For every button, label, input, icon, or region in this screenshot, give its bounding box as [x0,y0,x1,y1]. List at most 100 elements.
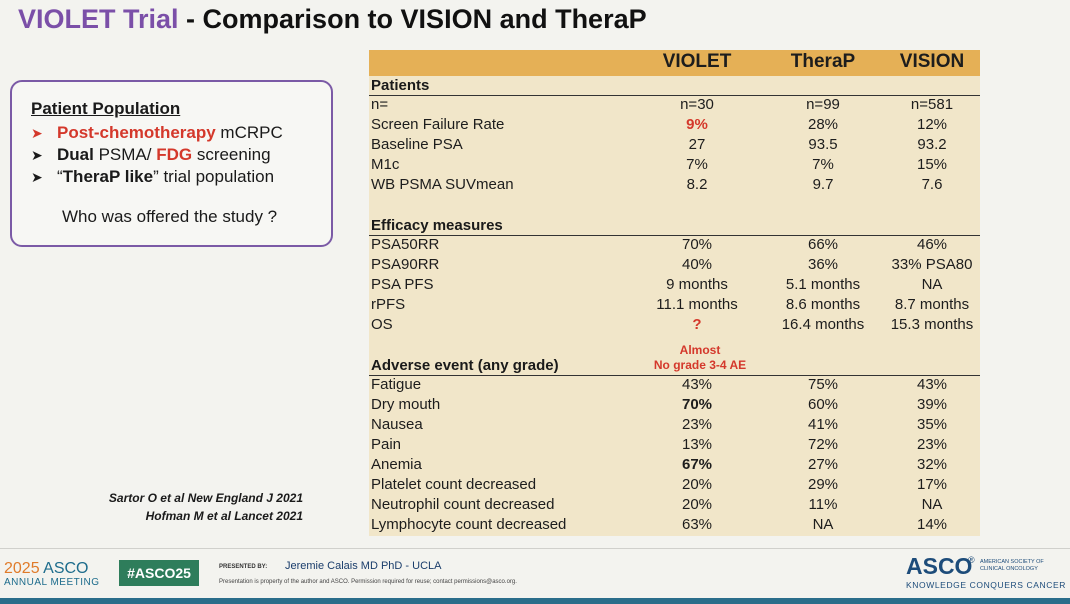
bottom-accent-bar [0,598,1070,604]
cell-vision: 14% [916,516,948,533]
section-efficacy: Efficacy measures [371,217,503,234]
cell-therap: 8.6 months [785,296,861,313]
asco-tagline: KNOWLEDGE CONQUERS CANCER [906,580,1066,590]
bullet1-strong: Post-chemotherapy [57,123,216,142]
cell-violet: 20% [681,476,713,493]
cell-violet: 23% [681,416,713,433]
cell-therap: 7% [812,156,834,173]
population-question: Who was offered the study ? [62,207,278,226]
row-label: WB PSMA SUVmean [371,176,514,193]
footer-divider [0,548,1070,549]
bullet2-dual: Dual [57,145,94,164]
comparison-table [369,50,980,536]
row-label: Fatigue [371,376,422,393]
cell-violet: 67% [681,456,713,473]
cell-violet: 7% [686,156,708,173]
cell-violet: 9 months [666,276,728,293]
cell-vision: 12% [916,116,948,133]
cell-violet: 70% [681,236,713,253]
row-label: Screen Failure Rate [371,116,505,133]
cell-violet: 27 [688,136,706,153]
arrow-bullet-icon: ➤ [31,147,43,163]
row-label: OS [371,316,393,333]
cell-therap: 29% [807,476,839,493]
cell-vision: n=581 [910,96,954,113]
bullet2-mid: PSMA/ [93,145,157,164]
bullet3-rest: ” trial population [153,167,275,186]
copyright-disclaimer: Presentation is property of the author a… [219,579,517,585]
bullet2-fdg: FDG [156,145,193,164]
cell-therap: 75% [807,376,839,393]
cell-vision: 46% [916,236,948,253]
cell-therap: 11% [808,496,838,513]
row-label: M1c [371,156,400,173]
row-label: n= [371,96,389,113]
arrow-bullet-icon: ➤ [31,125,43,141]
cell-vision: 17% [916,476,948,493]
cell-therap: 41% [807,416,839,433]
adverse-note-line2: No grade 3-4 AE [653,358,747,372]
row-label: Dry mouth [371,396,441,413]
asco-society-name: AMERICAN SOCIETY OF CLINICAL ONCOLOGY [980,559,1044,572]
row-label: Pain [371,436,402,453]
cell-therap: 9.7 [812,176,834,193]
row-label: Neutrophil count decreased [371,496,555,513]
bullet3-strong: TheraP like [62,167,154,186]
hashtag-badge: #ASCO25 [119,560,199,586]
bullet3-open-quote: “ [57,167,63,186]
section-patients: Patients [371,77,430,94]
cell-therap: n=99 [806,96,840,113]
column-header-therap: TheraP [790,51,856,72]
cell-therap: 93.5 [808,136,838,153]
table-header-bar [369,50,980,76]
cell-violet: 9% [686,116,708,133]
cell-violet: ? [692,316,702,333]
column-header-vision: VISION [899,51,965,72]
bullet1-rest: mCRPC [215,123,283,142]
cell-violet: 11.1 months [656,296,738,313]
row-label: Baseline PSA [371,136,463,153]
reference-1: Sartor O et al New England J 2021 [108,491,303,505]
cell-therap: 66% [807,236,839,253]
cell-violet: 13% [681,436,713,453]
cell-violet: 20% [681,496,713,513]
cell-violet: 63% [681,516,713,533]
title-trial-name: VIOLET Trial [18,4,179,34]
bullet2-rest: screening [192,145,271,164]
cell-vision: 15.3 months [890,316,974,333]
patient-population-box: Patient Population ➤ Post-chemotherapy mC… [10,80,333,247]
row-label: PSA50RR [371,236,440,253]
cell-vision: NA [921,276,943,293]
cell-therap: 72% [807,436,839,453]
references: Sartor O et al New England J 2021 Hofman… [60,489,303,525]
cell-vision: 32% [916,456,948,473]
cell-violet: 40% [681,256,713,273]
cell-vision: 93.2 [917,136,947,153]
cell-therap: 60% [807,396,839,413]
asco-logo: ASCO [906,553,973,579]
population-heading: Patient Population [31,99,181,118]
section-divider [369,95,980,96]
reference-2: Hofman M et al Lancet 2021 [145,509,303,523]
meeting-year: 2025 [4,560,40,577]
cell-violet: 43% [681,376,713,393]
cell-vision: NA [921,496,943,513]
adverse-note-line1: Almost [679,343,721,357]
annual-meeting-label: ANNUAL MEETING [4,577,100,588]
cell-vision: 15% [916,156,948,173]
registered-mark: ® [968,555,975,565]
row-label: Nausea [371,416,423,433]
cell-vision: 33% PSA80 [891,256,973,273]
cell-vision: 43% [916,376,948,393]
cell-vision: 8.7 months [894,296,970,313]
cell-vision: 23% [916,436,948,453]
row-label: Platelet count decreased [371,476,537,493]
row-label: Anemia [371,456,422,473]
row-label: PSA PFS [371,276,434,293]
section-adverse: Adverse event (any grade) [371,357,559,374]
meeting-asco: ASCO [43,560,89,577]
arrow-bullet-icon: ➤ [31,169,43,185]
population-bullet-3: ➤ “TheraP like” trial population [31,167,274,187]
cell-therap: 36% [807,256,839,273]
title-subtitle: - Comparison to VISION and TheraP [178,4,647,34]
